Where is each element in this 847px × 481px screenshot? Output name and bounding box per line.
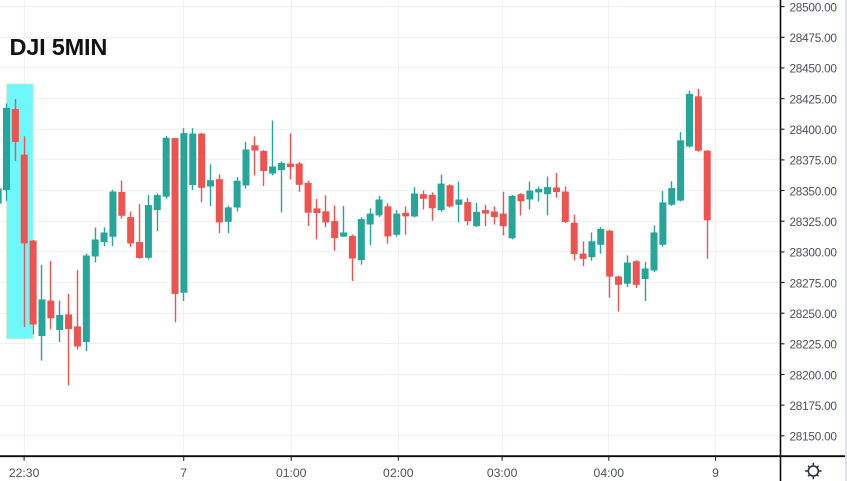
svg-text:28475.00: 28475.00 <box>790 31 838 45</box>
svg-text:28250.00: 28250.00 <box>790 307 838 321</box>
svg-text:28400.00: 28400.00 <box>790 123 838 137</box>
svg-text:7: 7 <box>180 466 187 480</box>
svg-text:01:00: 01:00 <box>276 466 307 480</box>
svg-text:22:30: 22:30 <box>9 466 40 480</box>
svg-text:28275.00: 28275.00 <box>790 276 838 290</box>
svg-text:28500.00: 28500.00 <box>790 0 838 14</box>
svg-text:28425.00: 28425.00 <box>790 92 838 106</box>
svg-text:9: 9 <box>712 466 719 480</box>
svg-text:28225.00: 28225.00 <box>790 338 838 352</box>
svg-text:03:00: 03:00 <box>487 466 518 480</box>
svg-text:DJI 5MIN: DJI 5MIN <box>10 34 108 60</box>
svg-text:04:00: 04:00 <box>594 466 625 480</box>
svg-text:28300.00: 28300.00 <box>790 246 838 260</box>
svg-text:02:00: 02:00 <box>383 466 414 480</box>
svg-text:28350.00: 28350.00 <box>790 184 838 198</box>
svg-text:28325.00: 28325.00 <box>790 215 838 229</box>
svg-text:28150.00: 28150.00 <box>790 430 838 444</box>
svg-text:28175.00: 28175.00 <box>790 399 838 413</box>
svg-text:28200.00: 28200.00 <box>790 368 838 382</box>
svg-text:28375.00: 28375.00 <box>790 154 838 168</box>
svg-text:28450.00: 28450.00 <box>790 62 838 76</box>
